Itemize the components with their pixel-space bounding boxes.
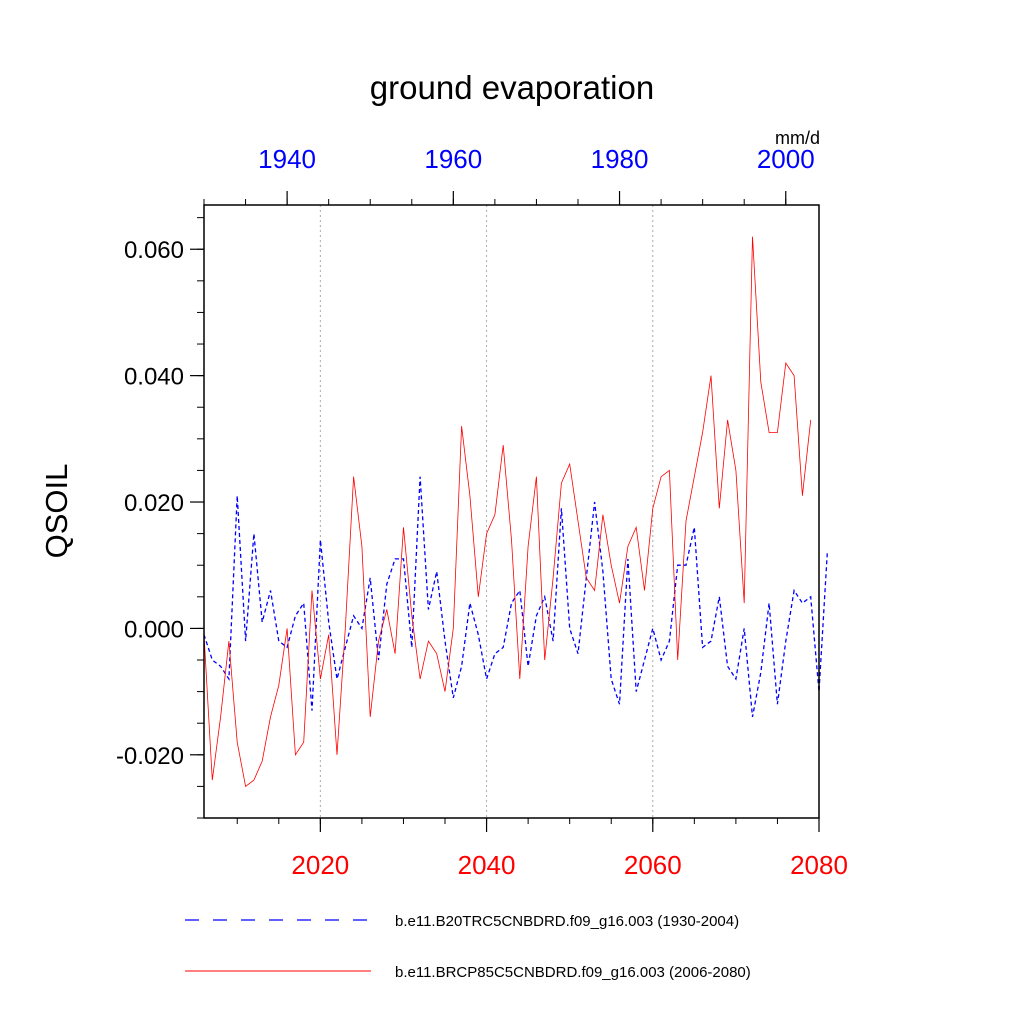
plot-frame [203, 204, 820, 819]
units-label: mm/d [775, 128, 820, 148]
gridlines [319, 205, 654, 818]
x-top-tick-label: 1940 [258, 144, 316, 174]
y-tick-label: 0.060 [124, 237, 184, 264]
y-tick-label: 0.040 [124, 364, 184, 391]
x-bottom-tick-label: 2020 [291, 850, 349, 880]
x-top-tick-label: 1960 [424, 144, 482, 174]
chart-title: ground evaporation [370, 69, 654, 106]
y-tick-label: -0.020 [116, 743, 184, 770]
x-top-tick-label: 1980 [591, 144, 649, 174]
legend-label-historical: b.e11.B20TRC5CNBDRD.f09_g16.003 (1930-20… [395, 913, 739, 930]
series-layer [203, 236, 828, 788]
y-tick-label: 0.020 [124, 490, 184, 517]
y-axis-label: QSOIL [39, 464, 74, 559]
x-top-tick-label: 2000 [757, 144, 815, 174]
x-bottom-tick-label: 2080 [790, 850, 848, 880]
series-line-historical [203, 476, 828, 718]
axes: -0.020 0.000 0.020 0.040 0.060 2020 2040 2060 20… [116, 144, 848, 880]
y-tick-label: 0.000 [124, 616, 184, 643]
legend-label-projection: b.e11.BRCP85C5CNBDRD.f09_g16.003 (2006-2… [395, 964, 751, 981]
series-line-projection [203, 236, 812, 788]
x-bottom-tick-label: 2040 [458, 850, 516, 880]
x-bottom-tick-label: 2060 [624, 850, 682, 880]
legend: b.e11.B20TRC5CNBDRD.f09_g16.003 (1930-20… [185, 913, 751, 981]
